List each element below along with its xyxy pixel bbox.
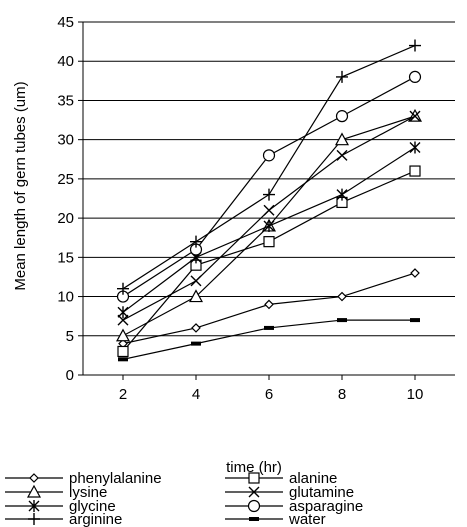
data-point-phenylalanine-6 xyxy=(264,299,274,310)
legend-marker-alanine xyxy=(248,472,260,484)
y-tick-label: 40 xyxy=(57,53,74,70)
y-tick-label: 35 xyxy=(57,92,74,109)
data-point-alanine-2 xyxy=(117,345,129,358)
y-tick-label: 30 xyxy=(57,132,74,149)
series-glycine xyxy=(117,141,421,319)
y-tick-label: 0 xyxy=(66,367,74,384)
data-point-alanine-10 xyxy=(409,165,421,177)
y-tick-label: 20 xyxy=(57,210,74,227)
legend-item-alanine: alanine xyxy=(225,470,337,487)
data-point-glycine-2 xyxy=(117,306,129,319)
data-point-phenylalanine-8 xyxy=(337,291,347,302)
legend-item-water: water xyxy=(225,511,326,527)
legend-label: asparagine xyxy=(289,498,363,515)
x-axis-label: time (hr) xyxy=(226,459,282,476)
legend-item-asparagine: asparagine xyxy=(225,498,363,515)
data-point-phenylalanine-10 xyxy=(410,268,420,278)
x-tick-label: 2 xyxy=(119,386,127,403)
data-point-arginine-8 xyxy=(336,70,348,83)
y-tick-label: 15 xyxy=(57,249,74,266)
legend-label: alanine xyxy=(289,470,337,487)
data-point-glutamine-6 xyxy=(263,204,275,216)
series-line-arginine xyxy=(122,44,416,290)
legend-label: phenylalanine xyxy=(69,470,162,487)
data-point-water-10 xyxy=(410,318,420,323)
data-point-glutamine-10 xyxy=(409,110,421,122)
data-point-glycine-8 xyxy=(336,188,348,201)
legend-marker-water xyxy=(249,517,259,521)
data-point-asparagine-6 xyxy=(262,149,276,162)
y-tick-label: 10 xyxy=(57,289,74,306)
legend-label: water xyxy=(288,511,326,527)
data-point-arginine-6 xyxy=(263,188,275,201)
data-point-lysine-4 xyxy=(188,289,204,303)
series-glutamine xyxy=(117,110,421,326)
series-arginine xyxy=(117,39,421,295)
series-line-asparagine xyxy=(122,76,416,298)
y-tick-label: 25 xyxy=(57,171,74,188)
data-point-water-6 xyxy=(264,325,274,330)
data-point-glutamine-8 xyxy=(336,149,348,161)
y-tick-labels: 0 5 10 15 20 25 30 35 40 45 xyxy=(57,14,74,384)
legend-label: glycine xyxy=(69,498,116,515)
legend-item-glycine: glycine xyxy=(5,498,116,515)
x-tick-label: 8 xyxy=(338,386,346,403)
x-tick-label: 6 xyxy=(265,386,273,403)
legend-marker-asparagine xyxy=(247,499,261,513)
legend-item-phenylalanine: phenylalanine xyxy=(5,470,162,487)
series-water xyxy=(118,318,420,362)
data-point-glutamine-4 xyxy=(190,275,202,287)
legend-marker-phenylalanine xyxy=(29,473,39,483)
legend-marker-glycine xyxy=(28,500,40,512)
data-point-lysine-8 xyxy=(334,132,350,146)
data-point-phenylalanine-4 xyxy=(191,323,201,333)
legend-item-lysine: lysine xyxy=(5,484,107,501)
series-asparagine xyxy=(116,70,422,303)
y-axis-label: Mean length of gern tubes (um) xyxy=(12,81,29,290)
y-tick-label: 45 xyxy=(57,14,74,31)
gridlines xyxy=(83,21,455,337)
y-tick-label: 5 xyxy=(66,328,74,345)
x-tick-labels: 2 4 6 8 10 xyxy=(119,386,424,403)
data-point-asparagine-10 xyxy=(408,70,422,84)
x-tick-label: 10 xyxy=(407,386,424,403)
legend-marker-glutamine xyxy=(248,486,260,498)
data-point-water-8 xyxy=(337,318,347,323)
x-tick-label: 4 xyxy=(192,386,200,403)
data-point-glycine-10 xyxy=(409,141,421,154)
data-point-water-2 xyxy=(118,357,128,362)
legend-item-glutamine: glutamine xyxy=(225,484,354,501)
data-point-water-4 xyxy=(191,341,201,346)
legend-item-arginine: arginine xyxy=(5,511,122,527)
legend: phenylalanine alanine lysine glutamine glyci… xyxy=(5,470,363,527)
data-point-arginine-10 xyxy=(409,39,421,52)
series-phenylalanine xyxy=(118,268,420,349)
legend-marker-arginine xyxy=(28,513,40,525)
series-group xyxy=(115,39,423,362)
legend-marker-lysine xyxy=(26,484,42,498)
data-point-alanine-6 xyxy=(263,236,275,248)
data-point-glycine-6 xyxy=(263,219,275,232)
data-point-arginine-4 xyxy=(190,235,202,248)
data-point-asparagine-8 xyxy=(335,110,349,123)
data-point-arginine-2 xyxy=(117,282,129,295)
legend-label: glutamine xyxy=(289,484,354,501)
data-point-glutamine-2 xyxy=(117,314,129,326)
data-point-lysine-2 xyxy=(115,328,131,342)
legend-label: arginine xyxy=(69,511,122,527)
axes xyxy=(78,21,455,380)
legend-label: lysine xyxy=(69,484,107,501)
